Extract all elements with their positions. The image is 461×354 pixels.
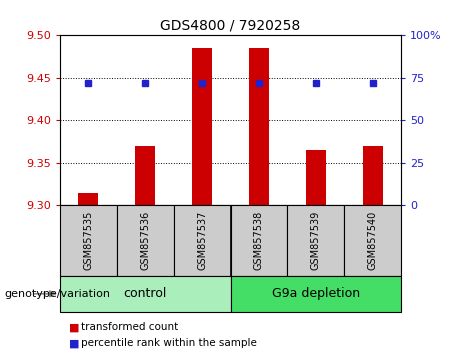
Text: control: control <box>124 287 167 300</box>
Text: GSM857536: GSM857536 <box>140 211 150 270</box>
Bar <box>60 276 230 312</box>
Text: GSM857538: GSM857538 <box>254 211 264 270</box>
Bar <box>192 48 212 205</box>
Bar <box>230 276 401 312</box>
Text: G9a depletion: G9a depletion <box>272 287 360 300</box>
Text: GSM857540: GSM857540 <box>367 211 378 270</box>
Bar <box>249 48 269 205</box>
Bar <box>78 193 98 205</box>
Text: GSM857537: GSM857537 <box>197 211 207 270</box>
Bar <box>60 205 117 276</box>
Bar <box>306 150 326 205</box>
Text: ■: ■ <box>69 322 80 332</box>
Text: percentile rank within the sample: percentile rank within the sample <box>81 338 257 348</box>
Bar <box>174 205 230 276</box>
Text: genotype/variation: genotype/variation <box>5 289 111 299</box>
Bar <box>117 205 174 276</box>
Title: GDS4800 / 7920258: GDS4800 / 7920258 <box>160 19 301 33</box>
Text: GSM857535: GSM857535 <box>83 211 94 270</box>
Text: GSM857539: GSM857539 <box>311 211 321 270</box>
Bar <box>135 146 155 205</box>
Text: ■: ■ <box>69 338 80 348</box>
Bar <box>363 146 383 205</box>
Bar <box>344 205 401 276</box>
Text: transformed count: transformed count <box>81 322 178 332</box>
Bar <box>287 205 344 276</box>
Bar <box>230 205 287 276</box>
